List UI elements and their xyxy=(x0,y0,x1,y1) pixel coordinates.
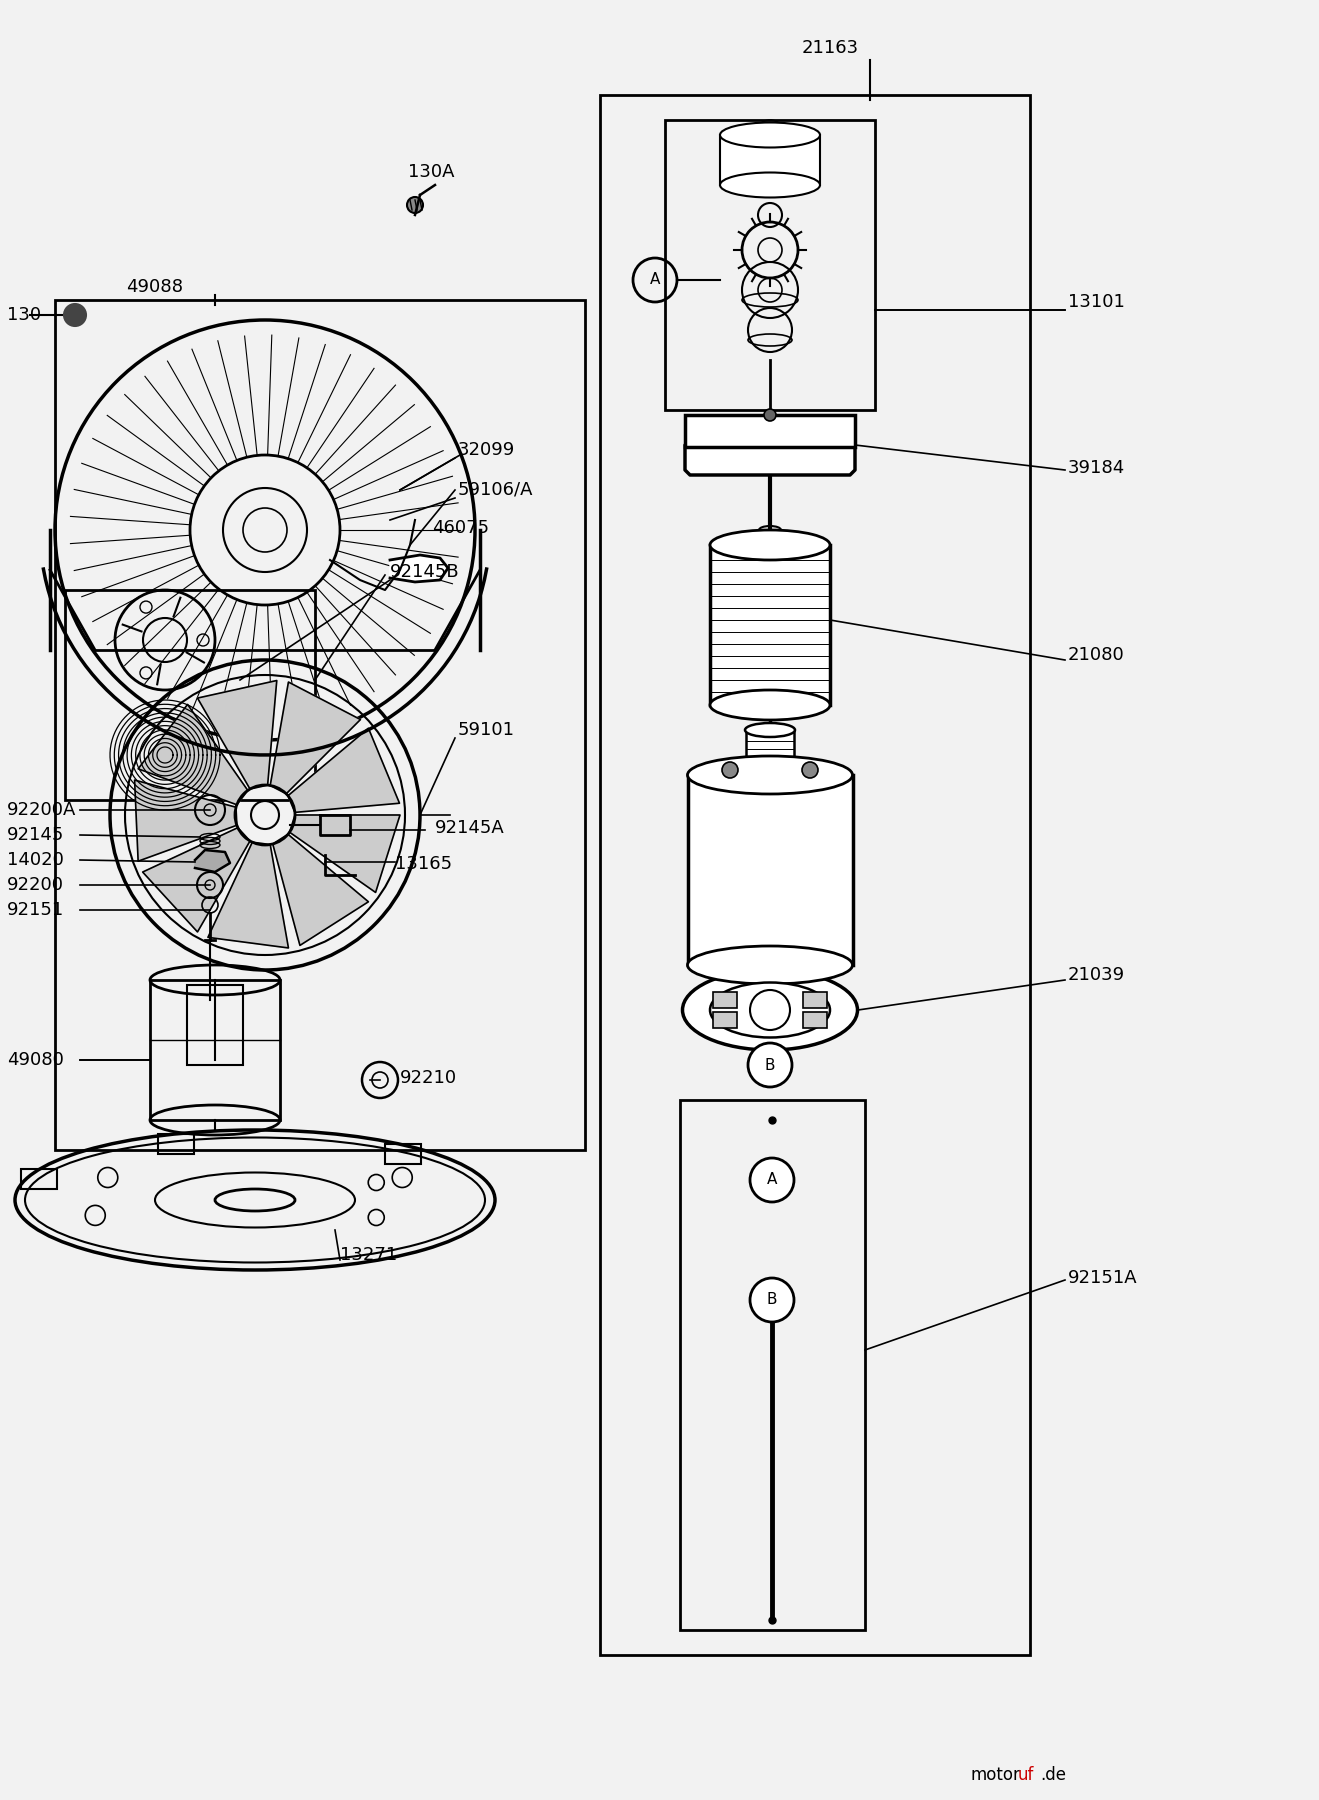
Ellipse shape xyxy=(745,769,795,781)
Text: 92151: 92151 xyxy=(7,902,65,920)
Text: A: A xyxy=(650,272,661,288)
Polygon shape xyxy=(198,680,277,788)
Circle shape xyxy=(721,761,739,778)
Bar xyxy=(720,135,820,185)
Circle shape xyxy=(802,761,818,778)
Text: 92145: 92145 xyxy=(7,826,65,844)
Bar xyxy=(714,1012,737,1028)
Polygon shape xyxy=(288,729,400,812)
Polygon shape xyxy=(208,842,289,949)
Bar xyxy=(803,1012,827,1028)
Text: 92200A: 92200A xyxy=(7,801,77,819)
Bar xyxy=(21,1170,57,1190)
Ellipse shape xyxy=(710,689,830,720)
Text: A: A xyxy=(766,1172,777,1188)
Text: 130: 130 xyxy=(7,306,41,324)
Circle shape xyxy=(408,196,423,212)
Ellipse shape xyxy=(720,122,820,148)
Text: 13165: 13165 xyxy=(394,855,452,873)
Text: 92200: 92200 xyxy=(7,877,65,895)
Circle shape xyxy=(751,990,790,1030)
Bar xyxy=(600,95,1030,1654)
Text: 59106/A: 59106/A xyxy=(458,481,533,499)
Text: 92151A: 92151A xyxy=(1068,1269,1137,1287)
Circle shape xyxy=(751,1278,794,1321)
Text: 92145B: 92145B xyxy=(390,563,459,581)
Circle shape xyxy=(764,409,776,421)
Polygon shape xyxy=(135,779,237,860)
Ellipse shape xyxy=(687,756,852,794)
Bar xyxy=(65,590,315,799)
Text: 92145A: 92145A xyxy=(435,819,505,837)
Text: uf: uf xyxy=(1018,1766,1034,1784)
Ellipse shape xyxy=(720,173,820,198)
Bar xyxy=(714,992,737,1008)
Bar xyxy=(681,1100,865,1631)
Bar xyxy=(685,416,855,446)
Polygon shape xyxy=(685,439,855,475)
Text: 13271: 13271 xyxy=(340,1246,397,1264)
Text: 46075: 46075 xyxy=(433,518,489,536)
Ellipse shape xyxy=(710,983,830,1037)
Bar xyxy=(187,985,243,1066)
Text: 49088: 49088 xyxy=(127,277,183,295)
Text: .de: .de xyxy=(1039,1766,1066,1784)
Polygon shape xyxy=(270,682,360,794)
Ellipse shape xyxy=(682,970,857,1049)
Bar xyxy=(689,776,853,965)
Bar xyxy=(55,301,586,1150)
Text: B: B xyxy=(765,1058,776,1073)
Bar xyxy=(158,1134,194,1154)
Text: 14020: 14020 xyxy=(7,851,63,869)
Text: 130A: 130A xyxy=(408,164,455,182)
Polygon shape xyxy=(290,815,400,893)
Polygon shape xyxy=(390,554,448,581)
Bar xyxy=(665,121,874,410)
Circle shape xyxy=(751,1157,794,1202)
Text: 21039: 21039 xyxy=(1068,967,1125,985)
Bar xyxy=(710,545,830,706)
Polygon shape xyxy=(138,704,248,805)
Text: B: B xyxy=(766,1292,777,1307)
Text: 21080: 21080 xyxy=(1068,646,1125,664)
Bar xyxy=(385,1145,421,1165)
Text: 49080: 49080 xyxy=(7,1051,63,1069)
Text: 13101: 13101 xyxy=(1068,293,1125,311)
Circle shape xyxy=(748,1042,791,1087)
Bar xyxy=(803,992,827,1008)
Text: 21163: 21163 xyxy=(802,40,859,58)
Polygon shape xyxy=(142,828,251,932)
Text: motor: motor xyxy=(969,1766,1020,1784)
Circle shape xyxy=(65,304,86,326)
Polygon shape xyxy=(195,850,230,871)
Text: 39184: 39184 xyxy=(1068,459,1125,477)
Ellipse shape xyxy=(745,724,795,736)
Bar xyxy=(747,731,794,776)
Ellipse shape xyxy=(687,947,852,985)
Polygon shape xyxy=(273,833,368,945)
Bar xyxy=(150,979,280,1120)
Text: 32099: 32099 xyxy=(458,441,516,459)
Text: 59101: 59101 xyxy=(458,722,514,740)
Ellipse shape xyxy=(710,529,830,560)
Text: 92210: 92210 xyxy=(400,1069,458,1087)
